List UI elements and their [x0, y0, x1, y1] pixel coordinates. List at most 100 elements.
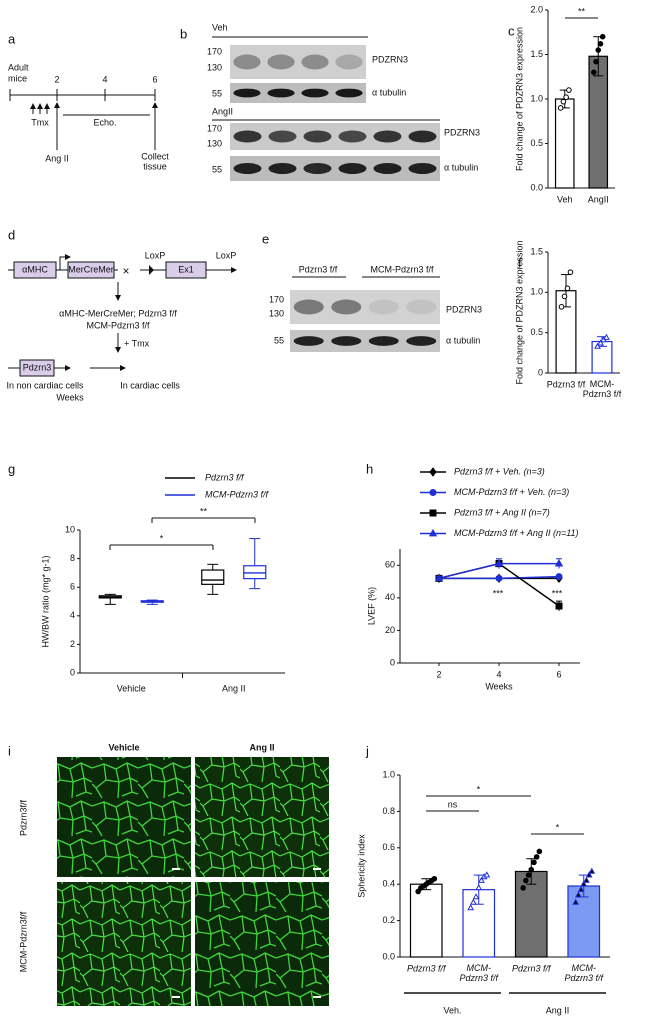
legend-label: Pdzrn3 f/f + Veh. (n=3) — [454, 466, 545, 476]
cells: In non cardiac cells — [6, 380, 84, 390]
product: Pdzrn3 — [23, 362, 52, 372]
week: 2 — [54, 74, 59, 84]
data-point — [595, 47, 602, 53]
blot-band — [408, 163, 437, 174]
data-point — [588, 867, 596, 874]
data-point — [415, 888, 421, 895]
x-tick-label: Veh — [557, 194, 573, 204]
data-point — [520, 885, 526, 891]
data-point — [567, 269, 574, 275]
y-tick-label: 0.4 — [382, 879, 395, 889]
exon: Ex1 — [178, 264, 194, 274]
data-point — [467, 904, 475, 911]
y-tick-label: 6 — [70, 582, 75, 592]
data-point — [525, 872, 532, 878]
label-line: MCM- — [572, 963, 597, 973]
label-line: MCM- — [467, 963, 492, 973]
cells: In cardiac cells — [120, 380, 180, 390]
treatment: + Tmx — [124, 338, 150, 348]
y-axis-label: LVEF (%) — [366, 587, 376, 625]
marker-size: 170 — [207, 46, 222, 56]
loxp: LoxP — [145, 250, 166, 260]
scale-bar — [172, 868, 180, 870]
band-label: PDZRN3 — [446, 304, 482, 314]
blot-band — [293, 299, 324, 315]
y-tick-label: 1.0 — [530, 287, 543, 297]
significance: * — [556, 822, 560, 832]
legend-label: Pdzrn3 f/f + Ang II (n=7) — [454, 507, 550, 517]
marker-size: 170 — [269, 294, 284, 304]
loxp-site — [149, 265, 154, 275]
blot-band — [335, 88, 363, 98]
significance: ** — [200, 506, 208, 516]
cross: × — [122, 264, 129, 278]
blot-band — [368, 336, 399, 346]
promoter-box — [13, 261, 57, 279]
y-tick-label: 0.5 — [530, 138, 543, 148]
collect: Collect — [141, 151, 169, 161]
blot — [230, 83, 366, 103]
band-label: PDZRN3 — [372, 54, 408, 64]
data-point — [561, 293, 568, 300]
blot-band — [408, 130, 437, 143]
column-label: Ang II — [250, 742, 275, 752]
y-tick-label: 4 — [70, 610, 75, 620]
product-box — [19, 359, 55, 377]
data-point — [555, 573, 563, 581]
row-label: Pdzrn3f/f — [18, 799, 28, 836]
data-point — [558, 304, 565, 310]
data-point — [580, 880, 588, 887]
scale-bar — [172, 996, 180, 998]
x-tick-label: MCM-Pdzrn3 f/f — [564, 963, 604, 983]
scale-bar — [313, 868, 321, 870]
x-tick-label: Pdzrn3 f/f — [512, 963, 552, 973]
blot-band — [335, 54, 363, 70]
panel-a: a Adult mice 2 4 6 Tmx Echo. Ang II Coll… — [8, 31, 169, 171]
label-line: Pdzrn3 f/f — [459, 973, 499, 983]
label-line: Pdzrn3 f/f — [564, 973, 604, 983]
data-point — [478, 876, 485, 883]
box — [201, 569, 225, 585]
data-point — [531, 859, 537, 866]
tss-arrow — [59, 254, 71, 270]
data-point — [597, 339, 604, 346]
significance: ns — [448, 799, 458, 809]
genotype: MCM-Pdzrn3 f/f — [86, 320, 150, 330]
data-point — [572, 898, 580, 905]
data-point — [597, 41, 604, 47]
y-tick-label: 0.5 — [530, 327, 543, 337]
panel-label: c — [508, 23, 515, 38]
data-point — [577, 885, 585, 892]
echo: Echo. — [93, 117, 116, 127]
data-point — [599, 33, 606, 40]
blot — [230, 45, 366, 79]
data-point — [574, 891, 582, 898]
bar — [514, 870, 548, 958]
micrograph — [57, 882, 191, 1006]
time: Weeks — [56, 392, 84, 402]
data-point — [594, 342, 601, 349]
legend-label: Pdzrn3 f/f — [205, 472, 245, 482]
y-tick-label: 2 — [70, 639, 75, 649]
promoter: αMHC — [22, 264, 48, 274]
y-tick-label: 0.0 — [382, 951, 395, 961]
data-point — [469, 898, 477, 905]
group-label: MCM-Pdzrn3 f/f — [370, 264, 434, 274]
data-point — [472, 893, 480, 900]
y-tick-label: 8 — [70, 553, 75, 563]
week: 6 — [152, 74, 157, 84]
blot-band — [267, 54, 295, 70]
data-point — [528, 866, 535, 873]
gene-box — [67, 261, 115, 279]
panel-label: b — [180, 26, 187, 41]
blot-band — [368, 299, 399, 315]
significance: * — [160, 533, 164, 543]
panel-b: b Veh 170 130 PDZRN3 55 α tubulin AngII … — [180, 22, 480, 174]
group-label: Veh — [212, 22, 228, 32]
panel-label: j — [365, 743, 369, 758]
blot-band — [233, 54, 261, 70]
blot-band — [373, 130, 402, 143]
blot-band — [233, 163, 262, 174]
significance: *** — [493, 588, 504, 598]
panel-label: g — [8, 461, 15, 476]
